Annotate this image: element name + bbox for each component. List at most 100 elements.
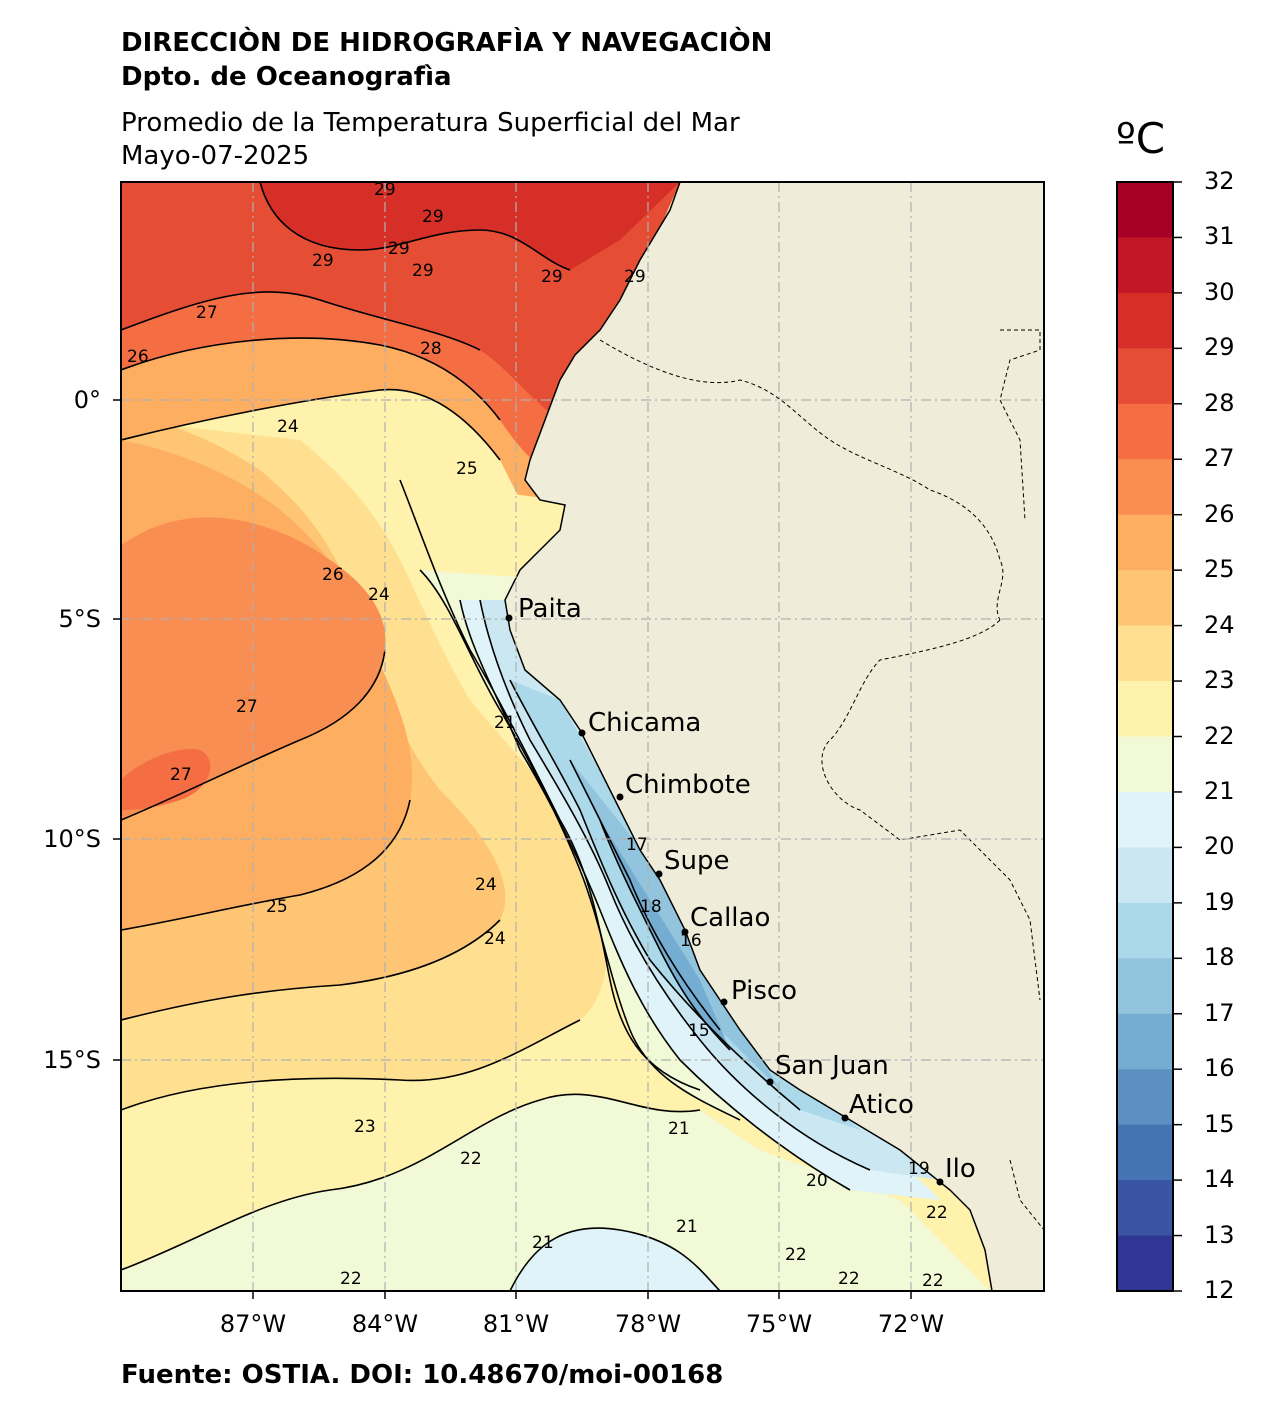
contour-label: 27	[196, 303, 218, 323]
colorbar-tick-label: 26	[1204, 499, 1235, 528]
city-label-ilo: Ilo	[945, 1154, 976, 1184]
sst-band-21-22	[121, 1094, 990, 1291]
colorbar-tick-label: 13	[1204, 1220, 1235, 1249]
map-frame	[120, 181, 1045, 1292]
colorbar-tick-label: 20	[1204, 832, 1235, 861]
city-marker-san-juan	[766, 1078, 774, 1086]
colorbar-tick-label: 31	[1204, 222, 1235, 251]
lon-label-87w: 87°W	[219, 1310, 287, 1338]
colorbar-segment	[1117, 1124, 1173, 1181]
colorbar-tick-label: 15	[1204, 1109, 1235, 1138]
colorbar-tick-label: 19	[1204, 887, 1235, 916]
contour-label: 24	[368, 585, 390, 605]
colorbar-unit: ºC	[1116, 114, 1166, 163]
contour-labels: 29 29 29 29 29 29 29 27 26 28 24 25 26 2…	[127, 180, 948, 1291]
contour-label: 29	[374, 180, 396, 200]
contour-label: 17	[626, 835, 648, 855]
colorbar-segment	[1117, 292, 1173, 349]
city-label-atico: Atico	[849, 1090, 914, 1120]
lat-label-15s: 15°S	[43, 1046, 101, 1074]
colorbar-segment	[1117, 348, 1173, 405]
lon-label-72w: 72°W	[877, 1310, 945, 1338]
colorbar-tick-label: 24	[1204, 610, 1235, 639]
lat-label-10s: 10°S	[43, 825, 101, 853]
city-label-pisco: Pisco	[731, 976, 797, 1006]
colorbar-segment	[1117, 902, 1173, 959]
contour-label: 16	[680, 931, 702, 951]
contour-label: 15	[688, 1021, 710, 1041]
city-labels: Paita Chicama Chimbote Supe Callao Pisco…	[518, 594, 976, 1184]
city-marker-ilo	[936, 1178, 944, 1186]
city-marker-supe	[655, 870, 663, 878]
department-title: Dpto. de Oceanografìa	[121, 62, 452, 92]
contour-label: 29	[388, 239, 410, 259]
colorbar-tick-label: 16	[1204, 1054, 1235, 1083]
border-peru-chile	[1009, 1159, 1044, 1231]
colorbar-segment	[1117, 791, 1173, 848]
colorbar-segment	[1117, 958, 1173, 1015]
organization-title: DIRECCIÒN DE HIDROGRAFÌA Y NAVEGACIÒN	[121, 28, 773, 58]
contour-label: 22	[460, 1149, 482, 1169]
city-label-supe: Supe	[664, 846, 729, 876]
city-markers	[505, 614, 944, 1186]
colorbar-segment	[1117, 681, 1173, 737]
map-date: Mayo-07-2025	[121, 141, 310, 171]
colorbar-tick-label: 18	[1204, 943, 1235, 972]
city-label-paita: Paita	[518, 594, 582, 624]
contour-label: 19	[908, 1159, 930, 1179]
colorbar-tick-label: 29	[1204, 333, 1235, 362]
colorbar-segment	[1117, 625, 1173, 682]
colorbar-tick-label: 12	[1204, 1276, 1235, 1304]
contour-label: 21	[494, 713, 516, 733]
sst-band-27-28-west	[121, 749, 211, 810]
city-marker-pisco	[720, 998, 728, 1006]
sst-band-29-30	[260, 182, 680, 270]
city-label-callao: Callao	[690, 903, 770, 933]
contour-label: 29	[541, 267, 563, 287]
city-label-san-juan: San Juan	[775, 1051, 889, 1081]
city-label-chimbote: Chimbote	[625, 770, 751, 800]
colorbar-tick-label: 28	[1204, 388, 1235, 417]
colorbar-tick-label: 21	[1204, 776, 1235, 805]
contour-label: 29	[412, 261, 434, 281]
contour-label: 25	[266, 897, 288, 917]
colorbar	[1117, 182, 1173, 1292]
contour-label: 29	[624, 267, 646, 287]
colorbar-segment	[1117, 514, 1173, 571]
contour-label: 22	[922, 1271, 944, 1291]
city-marker-chicama	[578, 729, 586, 737]
lat-label-5s: 5°S	[58, 605, 101, 633]
colorbar-ticks	[1173, 181, 1182, 1292]
colorbar-segment	[1117, 182, 1173, 238]
lon-label-75w: 75°W	[745, 1310, 813, 1338]
city-marker-chimbote	[616, 793, 624, 801]
colorbar-tick-label: 22	[1204, 721, 1235, 750]
contour-label: 24	[484, 929, 506, 949]
colorbar-segment	[1117, 403, 1173, 460]
contour-label: 28	[420, 339, 442, 359]
sst-band-20-21	[510, 1228, 720, 1291]
colorbar-tick-label: 17	[1204, 998, 1235, 1027]
contour-label: 29	[312, 251, 334, 271]
contour-label: 24	[277, 417, 299, 437]
colorbar-segment	[1117, 1180, 1173, 1237]
land-south-america	[504, 182, 1044, 1291]
contour-label: 29	[422, 207, 444, 227]
colorbar-segment	[1117, 1069, 1173, 1126]
contour-label: 27	[236, 697, 258, 717]
city-marker-paita	[505, 614, 513, 622]
map-title: Promedio de la Temperatura Superficial d…	[121, 108, 740, 138]
contour-label: 18	[640, 897, 662, 917]
contour-label: 20	[806, 1171, 828, 1191]
colorbar-tick-label: 27	[1204, 444, 1235, 473]
contour-label: 21	[532, 1233, 554, 1253]
contour-label: 21	[676, 1217, 698, 1237]
contour-label: 24	[475, 875, 497, 895]
colorbar-tick-label: 14	[1204, 1165, 1235, 1194]
sst-band-18-19	[510, 680, 860, 1130]
colorbar-tick-label: 32	[1204, 167, 1235, 195]
sst-band-16-17	[600, 820, 730, 1050]
colorbar-tick-label: 25	[1204, 555, 1235, 584]
colorbar-segment	[1117, 736, 1173, 793]
border-peru-brazil	[821, 619, 1041, 1001]
